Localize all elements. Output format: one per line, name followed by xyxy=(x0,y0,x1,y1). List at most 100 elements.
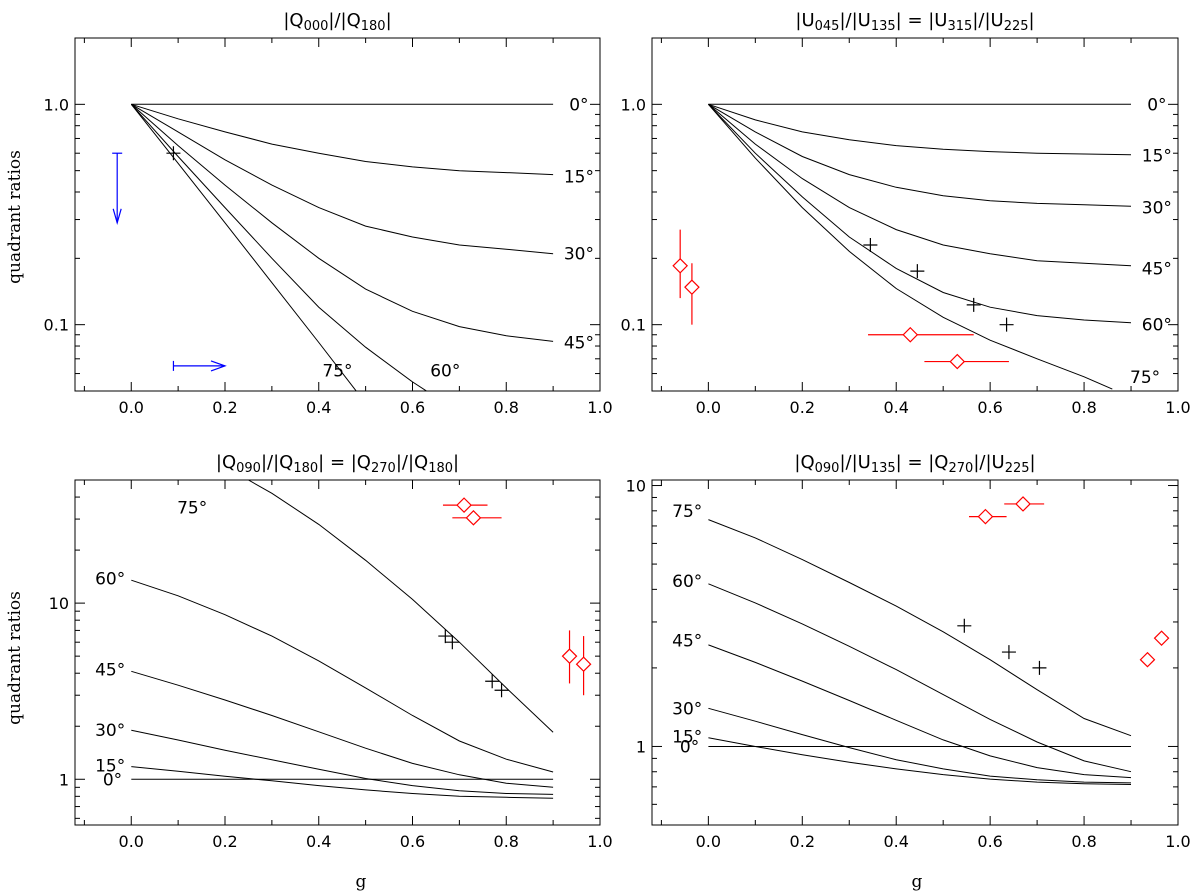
x-tick-label: 0.2 xyxy=(212,832,237,851)
curve-label: 45° xyxy=(95,660,125,680)
title-subscript: 090 xyxy=(815,461,840,476)
diamond-marker xyxy=(1139,651,1156,668)
plus-marker xyxy=(445,635,460,650)
x-tick-label: 0.0 xyxy=(119,832,144,851)
x-tick-label: 0.2 xyxy=(790,398,815,417)
limit-arrow-head xyxy=(112,208,122,225)
title-subscript: 315 xyxy=(948,19,973,34)
title-subscript: 270 xyxy=(371,461,396,476)
diamond-marker xyxy=(684,279,700,296)
limit-arrow-head xyxy=(210,360,227,372)
x-tick-label: 0.0 xyxy=(696,832,721,851)
curve-label: 0° xyxy=(1147,95,1166,115)
title-text: |/|U xyxy=(839,10,870,31)
curve-label: 45° xyxy=(672,631,702,651)
diamond-marker xyxy=(1015,496,1031,512)
title-text: |Q xyxy=(794,452,814,473)
plus-marker xyxy=(966,297,981,312)
series-line-15deg xyxy=(708,737,1132,785)
curve-label: 60° xyxy=(430,361,460,381)
x-tick-label: 1.0 xyxy=(1165,398,1190,417)
series-line-15deg xyxy=(131,766,554,799)
panel-title: |U045|/|U135| = |U315|/|U225| xyxy=(795,10,1034,34)
title-text: | = |U xyxy=(896,10,948,31)
plus-marker xyxy=(494,683,509,698)
y-axis-label-bottom: quadrant ratios xyxy=(5,591,25,725)
curve-label: 30° xyxy=(1142,199,1172,219)
x-axis-label-left: g xyxy=(356,872,367,892)
curve-label: 60° xyxy=(1142,316,1172,336)
title-text: | xyxy=(453,452,459,473)
panel-title: |Q000|/|Q180| xyxy=(283,10,391,34)
x-tick-label: 0.4 xyxy=(306,832,331,851)
y-axis-label-top: quadrant ratios xyxy=(5,150,25,284)
x-tick-label: 0.4 xyxy=(306,398,331,417)
x-tick-label: 0.8 xyxy=(494,398,519,417)
series-line-30deg xyxy=(708,707,1132,784)
x-tick-label: 0.8 xyxy=(494,832,519,851)
series-line-15deg xyxy=(131,103,554,176)
diamond-marker xyxy=(949,353,966,370)
series-line-30deg xyxy=(131,103,554,255)
series-line-45deg xyxy=(131,670,554,788)
curve-label: 60° xyxy=(672,572,702,592)
x-tick-label: 0.6 xyxy=(977,398,1002,417)
title-text: |Q xyxy=(216,452,236,473)
plot-frame xyxy=(74,37,601,392)
plot-frame xyxy=(74,479,601,826)
curve-label: 15° xyxy=(672,728,702,748)
title-subscript: 000 xyxy=(304,19,329,34)
panel-top-right: 0.0 0.2 0.4 0.6 0.8 1.00.11.0|U045|/|U135| = … xyxy=(621,10,1191,417)
series-line-60deg xyxy=(708,103,1132,324)
diamond-marker xyxy=(672,257,689,274)
series-line-60deg xyxy=(130,103,428,391)
y-tick-label: 0.1 xyxy=(44,316,69,335)
plot-frame xyxy=(651,479,1179,826)
diamond-marker xyxy=(575,656,592,673)
x-tick-label: 0.6 xyxy=(400,398,425,417)
x-tick-label: 0.6 xyxy=(977,832,1002,851)
series-line-75deg xyxy=(248,480,554,733)
plus-marker xyxy=(485,674,500,689)
series-line-75deg xyxy=(708,103,1113,390)
panel-top-left: 0.0 0.2 0.4 0.6 0.8 1.0 0.1 1.0 |Q000|/|Q180| 0° 1… xyxy=(44,10,613,417)
x-axis-label-right: g xyxy=(912,872,923,892)
x-tick-label: 0.0 xyxy=(696,398,721,417)
curve-label: 0° xyxy=(569,95,588,115)
x-tick-label: 0.2 xyxy=(790,832,815,851)
curves-group xyxy=(130,103,554,391)
x-tick-label: 0.4 xyxy=(883,398,908,417)
series-line-45deg xyxy=(130,103,554,342)
plus-marker xyxy=(999,317,1014,332)
x-tick-label: 1.0 xyxy=(1165,832,1190,851)
series-line-15deg xyxy=(708,103,1132,156)
diamond-marker xyxy=(465,509,482,526)
y-tick-label: 1 xyxy=(636,737,646,756)
diamond-marker xyxy=(561,648,578,664)
title-text: |/|U xyxy=(973,452,1004,473)
title-subscript: 135 xyxy=(871,19,896,34)
x-tick-label: 0.8 xyxy=(1071,832,1096,851)
curve-label: 45° xyxy=(1142,259,1172,279)
curve-label: 15° xyxy=(564,168,594,188)
diamond-marker xyxy=(1153,630,1170,647)
panel-title: |Q090|/|Q180| = |Q270|/|Q180| xyxy=(216,452,459,476)
curve-label: 30° xyxy=(672,699,702,719)
y-tick-label: 10 xyxy=(626,477,646,496)
title-text: |Q xyxy=(283,10,303,31)
x-tick-label: 1.0 xyxy=(587,832,612,851)
title-text: | xyxy=(1030,452,1036,473)
title-text: |/|U xyxy=(839,452,870,473)
title-subscript: 180 xyxy=(293,461,318,476)
title-text: | = |Q xyxy=(896,452,949,473)
diamond-marker xyxy=(456,497,472,513)
plot-frame xyxy=(651,37,1179,392)
series-line-60deg xyxy=(708,583,1132,773)
series-line-45deg xyxy=(708,644,1132,779)
curve-label: 60° xyxy=(95,569,125,589)
y-tick-label: 1.0 xyxy=(44,95,69,114)
plus-marker xyxy=(1032,660,1047,675)
curve-label: 15° xyxy=(1142,147,1172,167)
x-tick-label: 0.8 xyxy=(1071,398,1096,417)
